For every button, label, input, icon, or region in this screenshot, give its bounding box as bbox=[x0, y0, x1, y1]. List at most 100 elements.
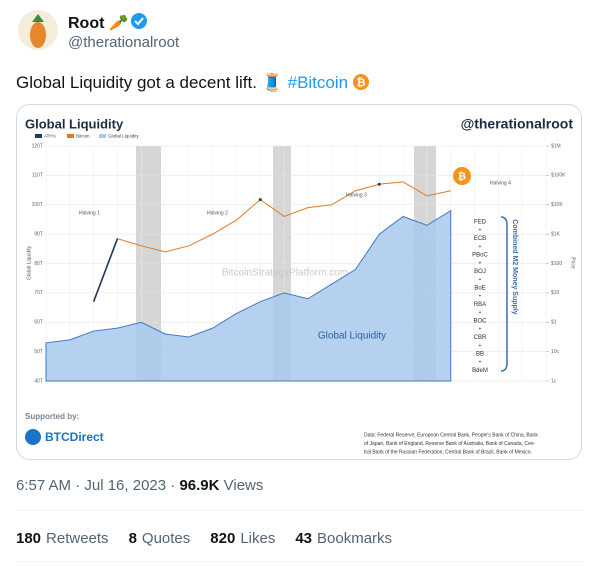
bank-plus: + bbox=[479, 343, 482, 349]
y2-tick-label: $100 bbox=[551, 261, 562, 267]
legend-swatch bbox=[99, 134, 106, 138]
legend-label: Global Liquidity bbox=[108, 134, 140, 139]
legend-label: Bitcoin bbox=[76, 134, 90, 139]
bank-label: BoE bbox=[474, 286, 485, 292]
meta-line: 6:57 AM · Jul 16, 2023 · 96.9K Views bbox=[16, 477, 263, 494]
hashtag[interactable]: #Bitcoin bbox=[287, 73, 349, 92]
y2-tick-label: $1K bbox=[551, 231, 561, 237]
stat-count: 8 bbox=[128, 530, 137, 547]
chart: Global Liquidity @therationalroot Bitcoi… bbox=[17, 105, 581, 459]
stat[interactable]: 180 Retweets bbox=[16, 530, 109, 547]
bank-plus: + bbox=[479, 326, 482, 332]
area-label: Global Liquidity bbox=[318, 331, 386, 342]
sponsor-name: BTCDirect bbox=[45, 430, 104, 444]
stat-count: 43 bbox=[295, 530, 313, 547]
y2-tick-label: $10K bbox=[551, 202, 563, 208]
avatar[interactable] bbox=[18, 10, 58, 50]
divider bbox=[16, 561, 582, 562]
point bbox=[377, 182, 381, 186]
stat[interactable]: 43 Bookmarks bbox=[295, 530, 392, 547]
y2-tick-label: 10c bbox=[551, 349, 560, 355]
tweet-text: Global Liquidity got a decent lift. 🧵 #B… bbox=[16, 73, 369, 93]
y-tick-label: 50T bbox=[34, 349, 43, 355]
banks-title: Combined M2 Money Supply bbox=[511, 219, 518, 314]
y2-axis-label: Price bbox=[570, 257, 576, 269]
sponsor-logo bbox=[25, 429, 41, 445]
area bbox=[45, 209, 452, 382]
bank-plus: + bbox=[479, 277, 482, 283]
bank-label: ECB bbox=[474, 236, 486, 242]
stat[interactable]: 8 Quotes bbox=[129, 530, 191, 547]
bank-plus: + bbox=[479, 227, 482, 233]
timestamp[interactable]: 6:57 AM · Jul 16, 2023 · bbox=[16, 477, 176, 494]
watermark: BitcoinStrategyPlatform.com bbox=[222, 268, 348, 279]
bitcoin-logo-symbol: ₿ bbox=[458, 171, 466, 183]
tweet-body: Global Liquidity got a decent lift. 🧵 bbox=[16, 73, 283, 92]
stat-label: Retweets bbox=[46, 530, 109, 547]
halving-label: Halving 4 bbox=[490, 180, 511, 186]
halving-label: Halving 3 bbox=[346, 192, 367, 198]
bitcoin-logo bbox=[453, 167, 471, 185]
y-tick-label: 110T bbox=[32, 173, 43, 179]
chart-handle: @therationalroot bbox=[461, 116, 574, 132]
bank-label: CBR bbox=[474, 335, 487, 341]
y-tick-label: 100T bbox=[32, 202, 43, 208]
chart-title: Global Liquidity bbox=[25, 116, 124, 131]
bank-label: RBA bbox=[474, 302, 486, 308]
bitcoin-icon: ₿ bbox=[352, 74, 369, 90]
y2-tick-label: $1 bbox=[551, 320, 557, 326]
stat-label: Quotes bbox=[141, 530, 191, 547]
bank-label: FED bbox=[474, 220, 487, 226]
legend-swatch bbox=[35, 134, 42, 138]
bank-plus: + bbox=[479, 244, 482, 250]
y2-tick-label: $1M bbox=[551, 143, 561, 149]
stat-label: Bookmarks bbox=[317, 530, 393, 547]
legend-label: ATH's bbox=[44, 134, 57, 139]
author-name[interactable]: Root 🥕 bbox=[68, 15, 129, 32]
y-axis-label: Global Liquidity bbox=[26, 245, 32, 280]
bank-label: BB bbox=[476, 352, 484, 358]
y-tick-label: 120T bbox=[32, 143, 43, 149]
bank-plus: + bbox=[479, 359, 482, 365]
bank-plus: + bbox=[479, 293, 482, 299]
y-tick-label: 70T bbox=[34, 290, 43, 296]
line bbox=[93, 181, 451, 302]
stat-label: Likes bbox=[240, 530, 276, 547]
line bbox=[92, 238, 119, 303]
stat-count: 180 bbox=[16, 530, 42, 547]
stat[interactable]: 820 Likes bbox=[210, 530, 275, 547]
source-text: tral Bank of the Russian Federation, Cen… bbox=[364, 449, 532, 455]
bank-label: BdeM bbox=[472, 368, 488, 374]
source-text: of Japan, Bank of England, Reserve Bank … bbox=[364, 441, 536, 447]
author-handle[interactable]: @therationalroot bbox=[68, 34, 180, 51]
verified-badge bbox=[131, 13, 147, 29]
stats-row: 180 Retweets 8 Quotes 820 Likes 43 Bookmarks bbox=[16, 530, 412, 547]
legend-swatch bbox=[67, 134, 74, 138]
views-label: Views bbox=[223, 477, 264, 494]
bank-plus: + bbox=[479, 260, 482, 266]
stat-count: 820 bbox=[210, 530, 236, 547]
sponsor-label: Supported by: bbox=[25, 412, 79, 421]
avatar-art bbox=[30, 14, 46, 48]
y2-tick-label: 1c bbox=[551, 378, 557, 384]
bank-label: BOC bbox=[473, 319, 487, 325]
y2-tick-label: $100K bbox=[551, 173, 566, 179]
chart-bg bbox=[17, 105, 581, 459]
y-tick-label: 60T bbox=[34, 320, 43, 326]
bank-label: BOJ bbox=[474, 269, 486, 275]
divider bbox=[16, 510, 582, 511]
bracket bbox=[500, 216, 508, 372]
y-tick-label: 40T bbox=[34, 378, 43, 384]
halving-label: Halving 1 bbox=[79, 210, 100, 216]
bank-label: PBoC bbox=[472, 253, 488, 259]
y-tick-label: 90T bbox=[34, 231, 43, 237]
source-text: Data: Federal Reserve, European Central … bbox=[364, 432, 538, 438]
y2-tick-label: $10 bbox=[551, 290, 560, 296]
svg-text:₿: ₿ bbox=[356, 77, 365, 89]
chart-image[interactable]: Global Liquidity @therationalroot Bitcoi… bbox=[16, 104, 582, 460]
views-count: 96.9K bbox=[179, 477, 220, 494]
halving-label: Halving 2 bbox=[207, 210, 228, 216]
point bbox=[258, 198, 262, 202]
bank-plus: + bbox=[479, 310, 482, 316]
